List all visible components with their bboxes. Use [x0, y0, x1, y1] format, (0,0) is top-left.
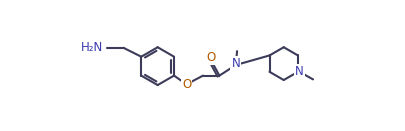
Text: N: N	[294, 65, 303, 78]
Text: O: O	[181, 78, 191, 91]
Text: O: O	[205, 51, 215, 64]
Text: H₂N: H₂N	[81, 41, 103, 54]
Text: N: N	[231, 57, 240, 70]
